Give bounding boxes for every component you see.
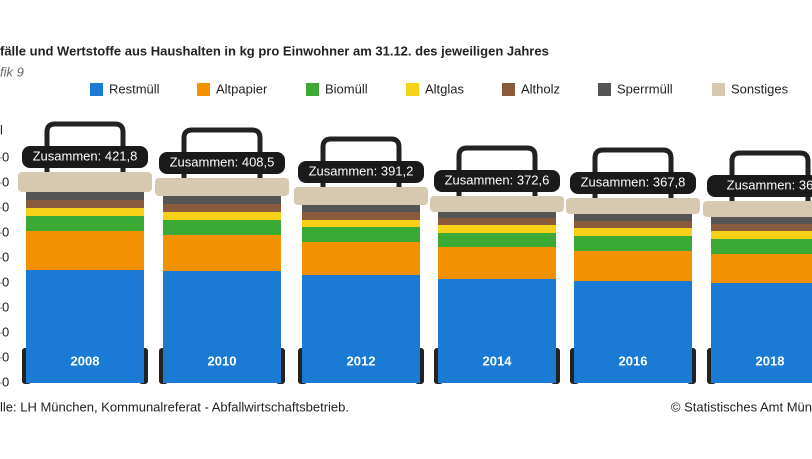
bar-segment xyxy=(711,239,812,254)
bar-segment xyxy=(302,205,420,212)
legend-swatch xyxy=(598,83,611,96)
bar-segment xyxy=(26,270,144,383)
bar-segment xyxy=(302,220,420,227)
total-badge xyxy=(434,170,560,192)
legend-label: Sonstiges xyxy=(731,81,789,96)
bin-lid xyxy=(18,172,152,192)
bar-segment xyxy=(302,275,420,383)
bar-segment xyxy=(438,225,556,233)
bar-segment xyxy=(574,214,692,221)
legend-swatch xyxy=(306,83,319,96)
bar-segment xyxy=(574,228,692,236)
bar-segment xyxy=(163,220,281,235)
chart-title: fälle und Wertstoffe aus Haushalten in k… xyxy=(0,43,549,58)
legend-swatch xyxy=(502,83,515,96)
bar-segment xyxy=(574,281,692,383)
bin-handle xyxy=(320,136,402,187)
bar-segment xyxy=(574,236,692,251)
bin-handle xyxy=(456,145,538,196)
bar-segment xyxy=(574,251,692,281)
total-label: Zusammen: 408,5 xyxy=(170,154,275,169)
legend-swatch xyxy=(197,83,210,96)
bar-segment xyxy=(711,217,812,224)
y-tick-label: 0 xyxy=(2,174,9,189)
bar-segment xyxy=(163,212,281,220)
y-tick-label: 0 xyxy=(2,149,9,164)
bar-segment xyxy=(26,200,144,208)
bar-segment xyxy=(438,212,556,218)
x-tick-label: 2014 xyxy=(483,353,513,368)
source: lle: LH München, Kommunalreferat - Abfal… xyxy=(0,399,349,414)
bin-handle xyxy=(44,121,126,172)
bin-handle xyxy=(592,147,674,198)
x-tick-label: 2018 xyxy=(756,353,785,368)
total-badge xyxy=(707,175,812,197)
bar-segment xyxy=(163,204,281,212)
bar-segment xyxy=(711,224,812,231)
y-tick-label: 0 xyxy=(2,274,9,289)
total-badge xyxy=(159,152,285,174)
bar-segment xyxy=(438,233,556,247)
total-label: Zusammen: 367,8 xyxy=(581,174,686,189)
x-tick-label: 2016 xyxy=(619,353,648,368)
credit: © Statistisches Amt Mün xyxy=(671,399,812,414)
y-tick-label: 0 xyxy=(2,224,9,239)
bar-segment xyxy=(163,235,281,271)
legend-swatch xyxy=(90,83,103,96)
legend-label: Biomüll xyxy=(325,81,368,96)
bin-lid xyxy=(703,201,812,217)
total-badge xyxy=(298,161,424,183)
bar-segment xyxy=(302,242,420,275)
y-label: l xyxy=(0,122,3,137)
legend-swatch xyxy=(406,83,419,96)
bar-segment xyxy=(711,231,812,239)
chart-subtitle: fik 9 xyxy=(0,64,24,79)
x-tick-label: 2012 xyxy=(347,353,376,368)
legend-label: Altglas xyxy=(425,81,465,96)
x-tick-label: 2010 xyxy=(208,353,237,368)
y-tick-label: 0 xyxy=(2,299,9,314)
bin-lid xyxy=(155,178,289,196)
legend-label: Restmüll xyxy=(109,81,160,96)
bar-segment xyxy=(438,218,556,225)
bin-handle xyxy=(181,127,263,178)
legend-swatch xyxy=(712,83,725,96)
legend-label: Altpapier xyxy=(216,81,268,96)
bar-segment xyxy=(26,231,144,270)
total-label: Zusammen: 36 xyxy=(727,177,812,192)
bar-segment xyxy=(302,227,420,242)
bar-segment xyxy=(438,247,556,279)
total-badge xyxy=(22,146,148,168)
bin-handle xyxy=(729,150,811,201)
bar-segment xyxy=(302,212,420,220)
bar-segment xyxy=(26,216,144,231)
y-tick-label: 0 xyxy=(2,374,9,389)
bar-segment xyxy=(438,279,556,383)
total-label: Zusammen: 391,2 xyxy=(309,163,414,178)
bar-segment xyxy=(711,254,812,283)
bin-lid xyxy=(566,198,700,214)
legend-label: Altholz xyxy=(521,81,560,96)
bin-lid xyxy=(430,196,564,212)
y-tick-label: 0 xyxy=(2,349,9,364)
y-tick-label: 0 xyxy=(2,324,9,339)
bar-segment xyxy=(26,208,144,216)
bar-segment xyxy=(26,192,144,200)
total-label: Zusammen: 372,6 xyxy=(445,172,550,187)
bar-segment xyxy=(574,221,692,228)
bar-segment xyxy=(711,283,812,383)
x-tick-label: 2008 xyxy=(71,353,100,368)
bar-segment xyxy=(163,196,281,204)
total-badge xyxy=(570,172,696,194)
y-tick-label: 0 xyxy=(2,199,9,214)
legend-label: Sperrmüll xyxy=(617,81,673,96)
total-label: Zusammen: 421,8 xyxy=(33,148,138,163)
bar-segment xyxy=(163,271,281,383)
y-tick-label: 0 xyxy=(2,249,9,264)
bin-lid xyxy=(294,187,428,205)
